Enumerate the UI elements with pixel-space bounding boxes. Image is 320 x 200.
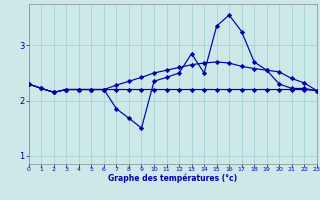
X-axis label: Graphe des températures (°c): Graphe des températures (°c) xyxy=(108,174,237,183)
